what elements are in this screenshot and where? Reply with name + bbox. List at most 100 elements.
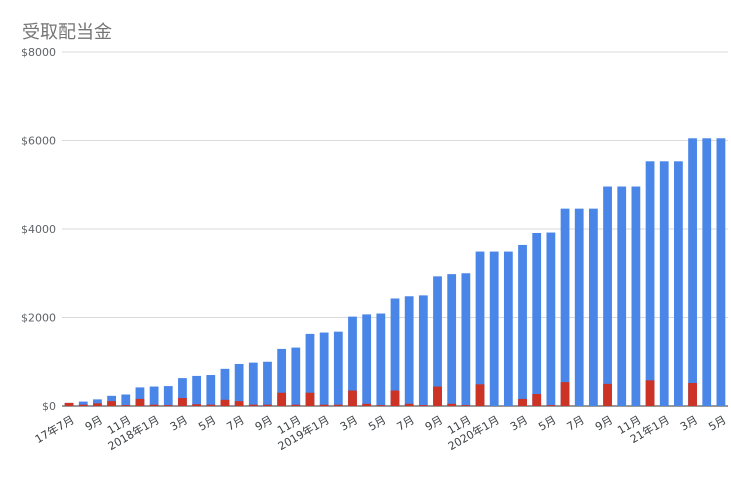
y-tick-label: $8000 — [21, 46, 56, 59]
bar-series-2 — [206, 404, 216, 406]
bar-series-1 — [333, 331, 343, 406]
x-tick-label: 9月 — [423, 413, 445, 433]
x-tick-label: 7月 — [565, 413, 587, 433]
bar-series-1 — [78, 401, 88, 406]
bar-series-2 — [333, 404, 343, 406]
bar-series-2 — [532, 394, 542, 406]
bar-series-1 — [518, 244, 527, 406]
bar-series-2 — [277, 392, 287, 406]
x-tick-label: 3月 — [168, 413, 190, 433]
y-axis-ticks: $0 $2000 $4000 $6000 $8000 — [21, 46, 56, 413]
bar-series-1 — [617, 186, 627, 406]
bar-series-2 — [192, 404, 202, 406]
bar-series-1 — [291, 347, 301, 406]
bar-series-1 — [263, 361, 272, 406]
bar-series-1 — [659, 161, 669, 406]
x-tick-label: 3月 — [508, 413, 530, 433]
bar-series-1 — [588, 208, 598, 406]
x-tick-label: 9月 — [593, 413, 615, 433]
x-tick-label: 9月 — [253, 413, 275, 433]
bar-series-1 — [447, 274, 457, 406]
x-tick-label: 5月 — [706, 413, 728, 433]
bar-series-1 — [418, 295, 428, 406]
bar-series-2 — [688, 382, 697, 406]
bar-series-1 — [461, 273, 471, 406]
y-tick-label: $0 — [42, 400, 56, 413]
bar-series-1 — [149, 386, 159, 406]
x-tick-label: 5月 — [196, 413, 218, 433]
bar-series-1 — [475, 251, 485, 406]
bar-series-2 — [263, 404, 272, 406]
bar-series-1 — [348, 316, 357, 406]
x-tick-label: 3月 — [338, 413, 360, 433]
bar-series-1 — [163, 386, 173, 406]
bar-series-2 — [135, 398, 145, 406]
bar-series-1 — [688, 138, 697, 406]
bar-series-1 — [206, 375, 216, 406]
bar-series-1 — [362, 314, 372, 406]
y-tick-label: $2000 — [21, 312, 56, 325]
bar-series-1 — [716, 138, 726, 406]
bar-series-1 — [645, 161, 655, 406]
bar-series-2 — [64, 402, 74, 406]
bar-series-1 — [305, 333, 315, 406]
bar-series-2 — [248, 404, 258, 406]
bar-series-2 — [560, 382, 570, 406]
bar-series-1 — [390, 298, 400, 406]
bar-series-1 — [560, 208, 570, 406]
bar-series-1 — [702, 138, 712, 406]
x-tick-label: 5月 — [536, 413, 558, 433]
bar-series-2 — [234, 401, 244, 406]
bars — [64, 138, 726, 406]
bar-series-2 — [433, 386, 442, 406]
bar-series-2 — [149, 404, 159, 406]
bar-series-2 — [404, 403, 414, 406]
bar-series-1 — [489, 251, 499, 406]
bar-series-1 — [220, 368, 230, 406]
bar-series-1 — [546, 232, 556, 406]
bar-series-1 — [404, 296, 414, 406]
bar-series-1 — [674, 161, 683, 406]
bar-series-1 — [503, 251, 513, 406]
chart-title: 受取配当金 — [22, 22, 112, 43]
y-tick-label: $6000 — [21, 135, 56, 148]
bar-series-1 — [433, 276, 442, 406]
bar-series-1 — [319, 332, 329, 406]
bar-series-1 — [277, 348, 287, 406]
bar-series-2 — [645, 380, 655, 406]
bar-series-2 — [376, 405, 386, 406]
bar-series-2 — [78, 404, 88, 406]
bar-series-2 — [291, 404, 301, 406]
bar-series-1 — [121, 394, 131, 406]
bar-series-2 — [546, 405, 556, 406]
bar-series-2 — [163, 405, 173, 406]
bar-series-2 — [461, 405, 471, 406]
x-tick-label: 7月 — [225, 413, 247, 433]
bar-series-2 — [220, 399, 230, 406]
bar-series-2 — [603, 383, 612, 406]
bar-series-1 — [532, 232, 542, 406]
bar-series-1 — [603, 186, 612, 406]
bar-series-1 — [248, 362, 258, 406]
bar-series-1 — [376, 313, 386, 406]
bar-series-2 — [121, 405, 131, 406]
bar-series-2 — [107, 401, 116, 406]
bar-series-2 — [418, 405, 428, 406]
x-tick-label: 17年7月 — [32, 412, 76, 446]
bar-series-2 — [362, 403, 372, 406]
bar-series-1 — [574, 208, 584, 406]
bar-series-2 — [348, 390, 357, 406]
bar-series-2 — [178, 398, 187, 406]
bar-series-1 — [135, 387, 145, 406]
bar-series-2 — [390, 390, 400, 406]
bar-series-1 — [178, 378, 187, 406]
bar-series-2 — [319, 404, 329, 406]
bar-series-2 — [475, 384, 485, 406]
bar-series-1 — [93, 399, 102, 406]
bar-series-1 — [107, 395, 116, 406]
bar-series-1 — [234, 363, 244, 406]
x-tick-label: 5月 — [366, 413, 388, 433]
bar-series-2 — [93, 403, 102, 406]
